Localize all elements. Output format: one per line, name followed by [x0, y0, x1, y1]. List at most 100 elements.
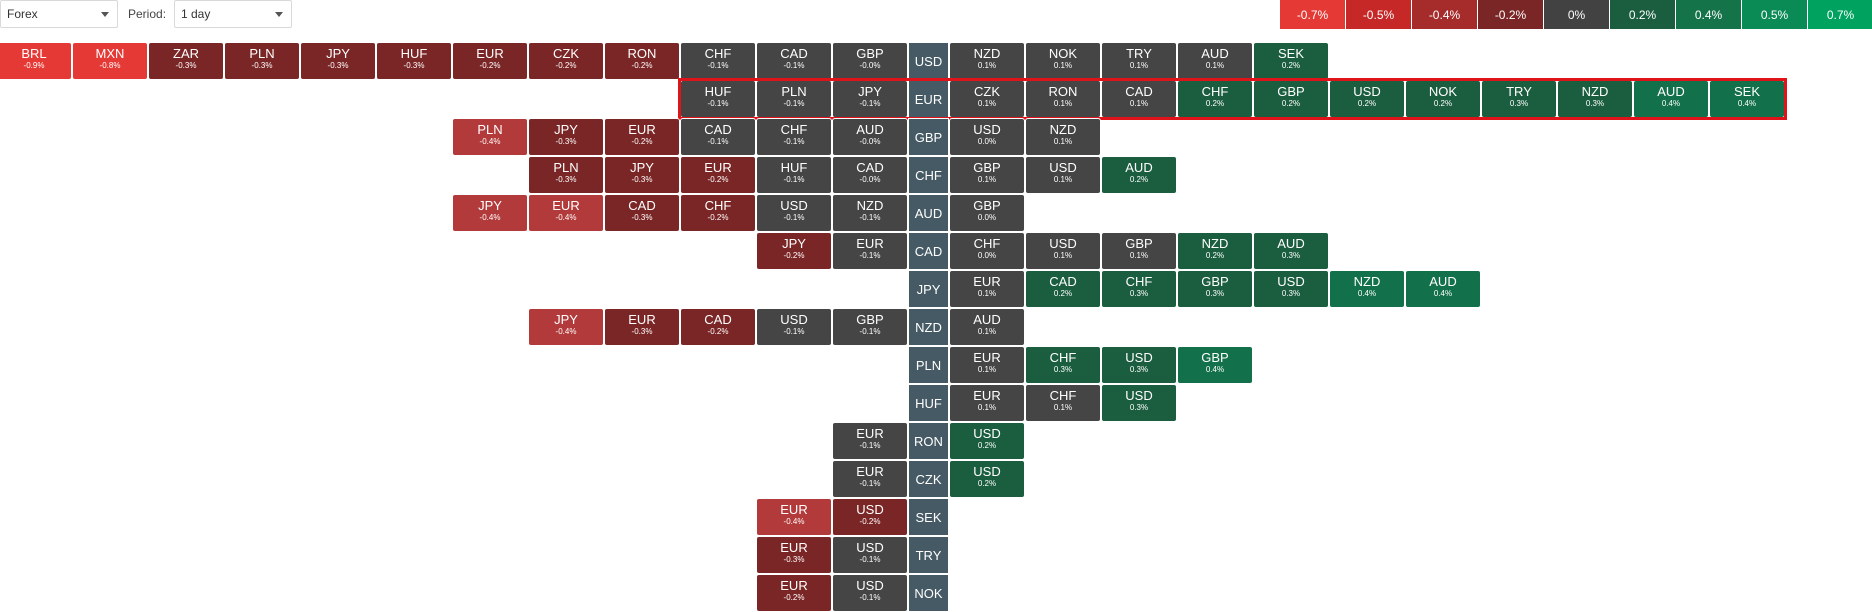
currency-pair-cell[interactable]: JPY -0.1%	[832, 80, 908, 118]
currency-pair-cell[interactable]: NOK 0.1%	[1025, 42, 1101, 80]
currency-pair-cell[interactable]: AUD -0.0%	[832, 118, 908, 156]
currency-code: EUR	[973, 350, 1001, 365]
currency-pair-cell[interactable]: NZD 0.3%	[1557, 80, 1633, 118]
currency-pair-cell[interactable]: USD 0.3%	[1101, 346, 1177, 384]
currency-pair-cell[interactable]: EUR -0.2%	[604, 118, 680, 156]
currency-pair-cell[interactable]: CAD 0.1%	[1101, 80, 1177, 118]
currency-code: EUR	[856, 236, 884, 251]
currency-pair-cell[interactable]: USD -0.1%	[756, 194, 832, 232]
currency-pair-cell[interactable]: CZK 0.1%	[949, 80, 1025, 118]
currency-pair-cell[interactable]: NZD 0.1%	[949, 42, 1025, 80]
currency-pair-cell[interactable]: USD -0.1%	[832, 536, 908, 574]
currency-pair-cell[interactable]: EUR -0.2%	[452, 42, 528, 80]
currency-pair-cell[interactable]: CAD -0.1%	[680, 118, 756, 156]
currency-pair-cell[interactable]: CAD -0.2%	[680, 308, 756, 346]
currency-pair-cell[interactable]: AUD 0.4%	[1405, 270, 1481, 308]
currency-pair-cell[interactable]: USD -0.1%	[832, 574, 908, 612]
currency-pair-cell[interactable]: CAD 0.2%	[1025, 270, 1101, 308]
currency-pair-cell[interactable]: GBP 0.1%	[1101, 232, 1177, 270]
currency-pair-cell[interactable]: EUR -0.3%	[604, 308, 680, 346]
currency-pair-cell[interactable]: EUR -0.2%	[680, 156, 756, 194]
currency-pair-cell[interactable]: HUF -0.3%	[376, 42, 452, 80]
currency-pair-cell[interactable]: CHF -0.2%	[680, 194, 756, 232]
currency-pair-cell[interactable]: PLN -0.1%	[756, 80, 832, 118]
currency-pair-cell[interactable]: EUR 0.1%	[949, 270, 1025, 308]
currency-pair-cell[interactable]: EUR -0.4%	[756, 498, 832, 536]
currency-pair-cell[interactable]: GBP -0.0%	[832, 42, 908, 80]
currency-pair-cell[interactable]: USD 0.1%	[1025, 232, 1101, 270]
currency-pair-cell[interactable]: USD 0.2%	[949, 422, 1025, 460]
currency-pair-cell[interactable]: EUR -0.1%	[832, 422, 908, 460]
currency-pair-cell[interactable]: CHF 0.3%	[1025, 346, 1101, 384]
currency-pair-cell[interactable]: AUD 0.2%	[1101, 156, 1177, 194]
currency-pair-cell[interactable]: NZD 0.1%	[1025, 118, 1101, 156]
change-value: 0.1%	[977, 327, 997, 336]
currency-pair-cell[interactable]: JPY -0.4%	[528, 308, 604, 346]
currency-pair-cell[interactable]: CHF -0.1%	[756, 118, 832, 156]
currency-pair-cell[interactable]: CAD -0.3%	[604, 194, 680, 232]
currency-pair-cell[interactable]: JPY -0.3%	[604, 156, 680, 194]
currency-code: CHF	[1049, 350, 1077, 365]
currency-pair-cell[interactable]: ZAR -0.3%	[148, 42, 224, 80]
currency-code: USD	[856, 578, 884, 593]
currency-pair-cell[interactable]: SEK 0.2%	[1253, 42, 1329, 80]
currency-pair-cell[interactable]: CZK -0.2%	[528, 42, 604, 80]
currency-pair-cell[interactable]: CHF 0.1%	[1025, 384, 1101, 422]
currency-pair-cell[interactable]: USD -0.1%	[756, 308, 832, 346]
currency-pair-cell[interactable]: GBP 0.3%	[1177, 270, 1253, 308]
currency-pair-cell[interactable]: CHF 0.3%	[1101, 270, 1177, 308]
currency-pair-cell[interactable]: NZD 0.2%	[1177, 232, 1253, 270]
currency-pair-cell[interactable]: EUR -0.3%	[756, 536, 832, 574]
currency-pair-cell[interactable]: USD 0.2%	[949, 460, 1025, 498]
currency-pair-cell[interactable]: GBP 0.2%	[1253, 80, 1329, 118]
currency-pair-cell[interactable]: EUR 0.1%	[949, 384, 1025, 422]
currency-pair-cell[interactable]: NZD -0.1%	[832, 194, 908, 232]
currency-pair-cell[interactable]: GBP 0.1%	[949, 156, 1025, 194]
currency-pair-cell[interactable]: GBP 0.4%	[1177, 346, 1253, 384]
currency-pair-cell[interactable]: AUD 0.1%	[949, 308, 1025, 346]
currency-pair-cell[interactable]: RON 0.1%	[1025, 80, 1101, 118]
currency-pair-cell[interactable]: JPY -0.2%	[756, 232, 832, 270]
currency-pair-cell[interactable]: TRY 0.3%	[1481, 80, 1557, 118]
period-select[interactable]: 1 day	[174, 0, 292, 28]
currency-pair-cell[interactable]: AUD 0.3%	[1253, 232, 1329, 270]
currency-pair-cell[interactable]: CHF 0.0%	[949, 232, 1025, 270]
currency-pair-cell[interactable]: JPY -0.3%	[528, 118, 604, 156]
currency-pair-cell[interactable]: CAD -0.0%	[832, 156, 908, 194]
currency-pair-cell[interactable]: USD 0.3%	[1101, 384, 1177, 422]
currency-pair-cell[interactable]: EUR -0.2%	[756, 574, 832, 612]
currency-pair-cell[interactable]: EUR 0.1%	[949, 346, 1025, 384]
change-value: 0.4%	[1357, 289, 1377, 298]
currency-pair-cell[interactable]: EUR -0.1%	[832, 460, 908, 498]
currency-pair-cell[interactable]: EUR -0.1%	[832, 232, 908, 270]
currency-pair-cell[interactable]: USD -0.2%	[832, 498, 908, 536]
currency-pair-cell[interactable]: PLN -0.3%	[224, 42, 300, 80]
currency-pair-cell[interactable]: EUR -0.4%	[528, 194, 604, 232]
currency-pair-cell[interactable]: BRL -0.9%	[0, 42, 72, 80]
currency-pair-cell[interactable]: HUF -0.1%	[756, 156, 832, 194]
currency-pair-cell[interactable]: HUF -0.1%	[680, 80, 756, 118]
currency-pair-cell[interactable]: AUD 0.4%	[1633, 80, 1709, 118]
currency-pair-cell[interactable]: NZD 0.4%	[1329, 270, 1405, 308]
currency-pair-cell[interactable]: PLN -0.3%	[528, 156, 604, 194]
currency-pair-cell[interactable]: USD 0.0%	[949, 118, 1025, 156]
currency-pair-cell[interactable]: USD 0.2%	[1329, 80, 1405, 118]
currency-pair-cell[interactable]: CHF 0.2%	[1177, 80, 1253, 118]
currency-pair-cell[interactable]: GBP 0.0%	[949, 194, 1025, 232]
currency-pair-cell[interactable]: GBP -0.1%	[832, 308, 908, 346]
currency-pair-cell[interactable]: PLN -0.4%	[452, 118, 528, 156]
currency-pair-cell[interactable]: MXN -0.8%	[72, 42, 148, 80]
currency-pair-cell[interactable]: CAD -0.1%	[756, 42, 832, 80]
currency-pair-cell[interactable]: TRY 0.1%	[1101, 42, 1177, 80]
currency-pair-cell[interactable]: JPY -0.4%	[452, 194, 528, 232]
currency-pair-cell[interactable]: SEK 0.4%	[1709, 80, 1785, 118]
currency-pair-cell[interactable]: USD 0.3%	[1253, 270, 1329, 308]
currency-pair-cell[interactable]: AUD 0.1%	[1177, 42, 1253, 80]
market-select[interactable]: Forex	[0, 0, 118, 28]
currency-pair-cell[interactable]: CHF -0.1%	[680, 42, 756, 80]
currency-pair-cell[interactable]: JPY -0.3%	[300, 42, 376, 80]
currency-pair-cell[interactable]: USD 0.1%	[1025, 156, 1101, 194]
currency-pair-cell[interactable]: RON -0.2%	[604, 42, 680, 80]
currency-pair-cell[interactable]: NOK 0.2%	[1405, 80, 1481, 118]
change-value: 0.1%	[1129, 61, 1149, 70]
